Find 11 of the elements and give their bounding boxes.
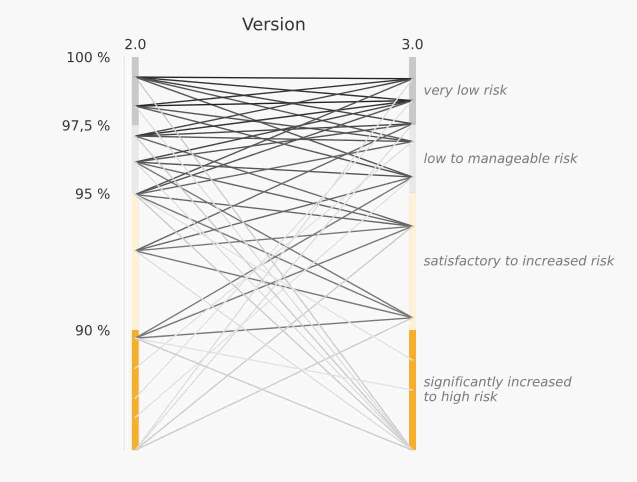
- y-tick-label: 90 %: [76, 324, 110, 336]
- x-tick-label: 2.0: [125, 38, 146, 50]
- annotation: significantly increased to high risk: [424, 376, 572, 404]
- y-tick-label: 97,5 %: [62, 120, 110, 132]
- annotation: low to manageable risk: [424, 152, 578, 166]
- annotation: very low risk: [424, 84, 508, 98]
- x-tick-label: 3.0: [402, 38, 423, 50]
- y-tick-label: 100 %: [68, 52, 110, 62]
- chart-title: Version: [242, 17, 304, 30]
- annotation: satisfactory to increased risk: [424, 255, 615, 268]
- y-tick-label: 95 %: [76, 188, 110, 199]
